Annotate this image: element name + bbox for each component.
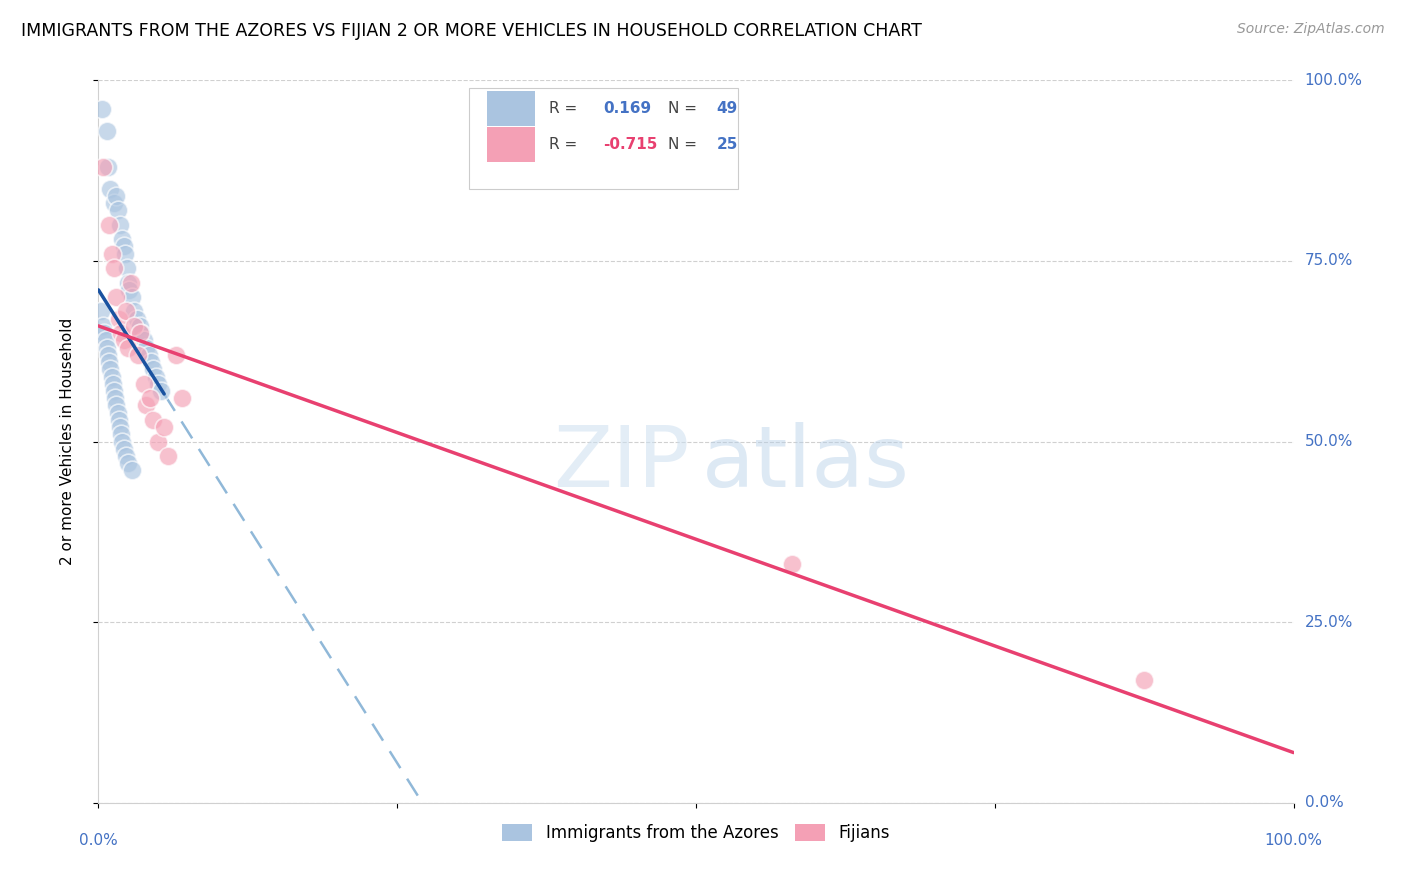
Text: 100.0%: 100.0% xyxy=(1305,73,1362,87)
Point xyxy=(149,384,172,398)
Point xyxy=(91,160,114,174)
Point xyxy=(148,434,170,449)
Legend: Immigrants from the Azores, Fijians: Immigrants from the Azores, Fijians xyxy=(495,817,897,848)
Point xyxy=(91,102,114,116)
Point xyxy=(172,391,194,405)
Point xyxy=(100,369,122,384)
Point xyxy=(103,261,125,276)
Bar xyxy=(486,91,534,126)
Point xyxy=(101,376,124,391)
Point xyxy=(127,348,149,362)
Text: R =: R = xyxy=(548,101,582,116)
Point xyxy=(124,304,146,318)
Point xyxy=(117,456,139,470)
Text: 25: 25 xyxy=(716,137,738,152)
Point xyxy=(165,348,187,362)
Text: 49: 49 xyxy=(716,101,738,116)
Point xyxy=(780,558,803,572)
Text: IMMIGRANTS FROM THE AZORES VS FIJIAN 2 OR MORE VEHICLES IN HOUSEHOLD CORRELATION: IMMIGRANTS FROM THE AZORES VS FIJIAN 2 O… xyxy=(21,22,922,40)
Point xyxy=(142,362,165,376)
Text: Source: ZipAtlas.com: Source: ZipAtlas.com xyxy=(1237,22,1385,37)
Text: R =: R = xyxy=(548,137,582,152)
Point xyxy=(125,311,148,326)
Point xyxy=(97,348,120,362)
Point xyxy=(132,334,155,348)
Point xyxy=(129,318,152,333)
Point xyxy=(115,261,138,276)
Point xyxy=(118,283,141,297)
Point xyxy=(135,398,157,412)
Point xyxy=(98,362,122,376)
Point xyxy=(132,376,155,391)
Text: 50.0%: 50.0% xyxy=(1305,434,1353,449)
Text: ZIP: ZIP xyxy=(554,422,690,505)
Point xyxy=(112,334,135,348)
Point xyxy=(110,427,132,442)
Point xyxy=(98,355,121,369)
Point xyxy=(103,196,125,211)
Point xyxy=(124,318,146,333)
Point xyxy=(104,391,127,405)
Point xyxy=(107,406,129,420)
Point xyxy=(139,355,162,369)
Point xyxy=(115,304,138,318)
Point xyxy=(115,449,138,463)
Point xyxy=(135,341,157,355)
Text: atlas: atlas xyxy=(702,422,910,505)
Bar xyxy=(486,128,534,162)
FancyBboxPatch shape xyxy=(470,87,738,189)
Point xyxy=(107,203,129,218)
Point xyxy=(138,348,160,362)
Point xyxy=(111,434,134,449)
Point xyxy=(90,304,112,318)
Point xyxy=(114,246,136,260)
Text: 0.0%: 0.0% xyxy=(1305,796,1343,810)
Point xyxy=(121,290,143,304)
Point xyxy=(105,290,128,304)
Point xyxy=(100,246,122,260)
Text: -0.715: -0.715 xyxy=(603,137,657,152)
Text: 75.0%: 75.0% xyxy=(1305,253,1353,268)
Point xyxy=(94,334,117,348)
Text: 0.0%: 0.0% xyxy=(79,833,118,848)
Text: N =: N = xyxy=(668,137,703,152)
Point xyxy=(108,218,131,232)
Text: N =: N = xyxy=(668,101,703,116)
Point xyxy=(98,218,121,232)
Point xyxy=(110,326,132,340)
Point xyxy=(139,391,162,405)
Point xyxy=(107,413,129,427)
Point xyxy=(111,232,134,246)
Text: 25.0%: 25.0% xyxy=(1305,615,1353,630)
Text: 0.169: 0.169 xyxy=(603,101,651,116)
Point xyxy=(112,239,135,253)
Y-axis label: 2 or more Vehicles in Household: 2 or more Vehicles in Household xyxy=(60,318,75,566)
Point xyxy=(107,311,129,326)
Point xyxy=(96,341,118,355)
Point xyxy=(129,326,152,340)
Point xyxy=(103,384,125,398)
Point xyxy=(153,420,176,434)
Point xyxy=(105,398,128,412)
Point xyxy=(91,318,114,333)
Point xyxy=(142,413,165,427)
Text: 100.0%: 100.0% xyxy=(1264,833,1323,848)
Point xyxy=(112,442,135,456)
Point xyxy=(105,189,128,203)
Point xyxy=(117,341,139,355)
Point xyxy=(131,326,153,340)
Point xyxy=(93,326,115,340)
Point xyxy=(98,182,122,196)
Point xyxy=(117,276,139,290)
Point xyxy=(120,276,142,290)
Point xyxy=(97,160,120,174)
Point xyxy=(96,124,118,138)
Point xyxy=(121,463,143,477)
Point xyxy=(145,369,167,384)
Point xyxy=(108,420,131,434)
Point xyxy=(1133,673,1156,687)
Point xyxy=(148,376,170,391)
Point xyxy=(156,449,179,463)
